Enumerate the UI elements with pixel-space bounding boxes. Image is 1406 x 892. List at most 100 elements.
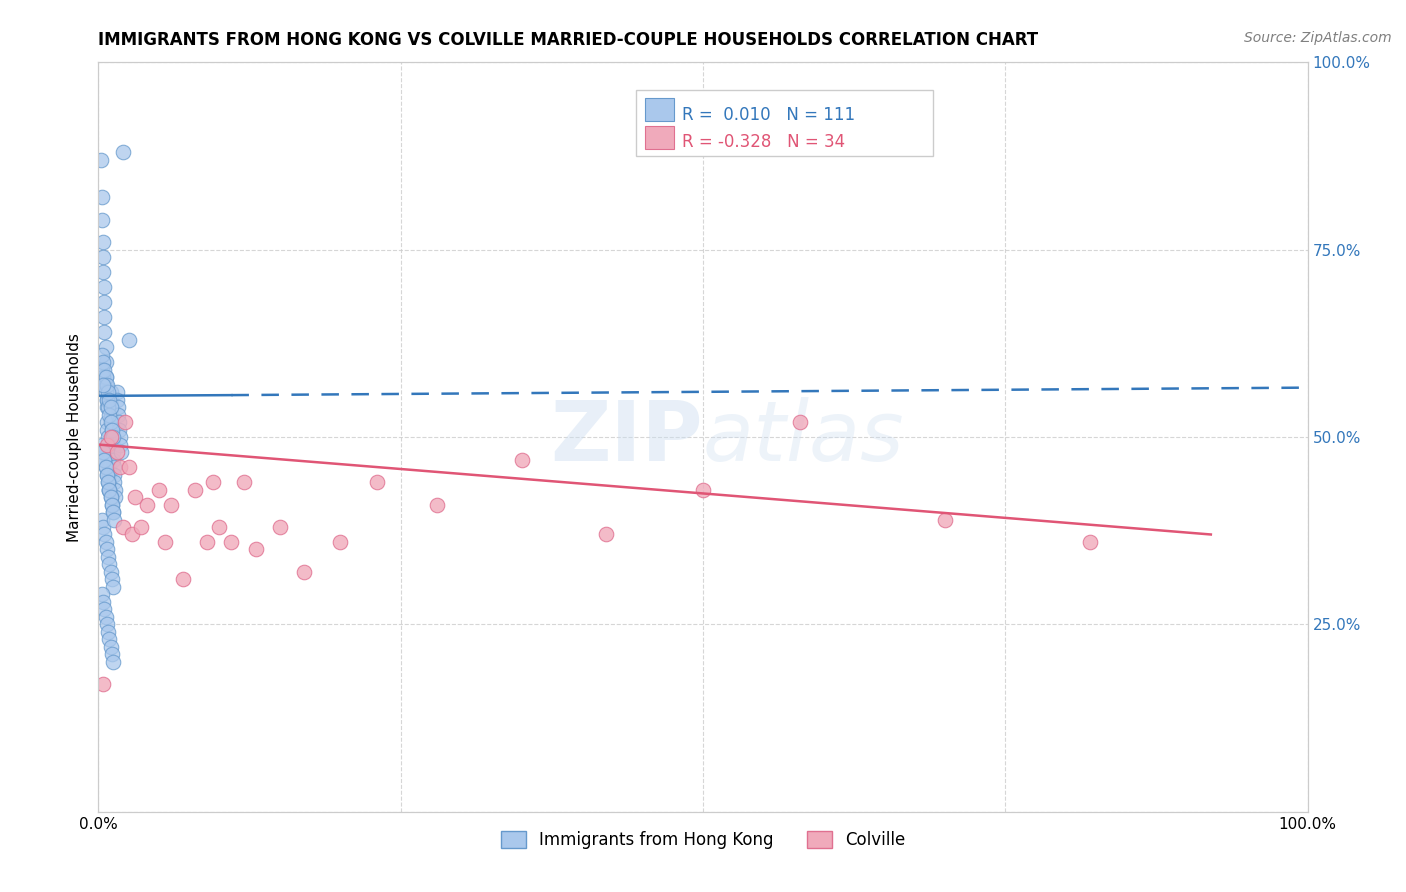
Point <box>195 535 218 549</box>
Point <box>108 423 131 437</box>
Point <box>105 385 128 400</box>
Point <box>91 445 114 459</box>
Point <box>93 295 115 310</box>
Point <box>91 377 114 392</box>
Point <box>107 400 129 414</box>
Point <box>96 467 118 482</box>
Point <box>101 430 124 444</box>
Point <box>121 527 143 541</box>
Point <box>91 370 114 384</box>
Point <box>93 377 115 392</box>
Point <box>104 483 127 497</box>
Point <box>97 430 120 444</box>
Point <box>221 535 243 549</box>
Point <box>97 549 120 564</box>
Point <box>91 190 114 204</box>
Point <box>97 400 120 414</box>
Point <box>108 437 131 451</box>
Point <box>160 498 183 512</box>
Point <box>184 483 207 497</box>
Point <box>96 467 118 482</box>
Point <box>96 400 118 414</box>
Point <box>90 153 112 167</box>
Point <box>96 415 118 429</box>
Y-axis label: Married-couple Households: Married-couple Households <box>67 333 83 541</box>
Point <box>172 573 194 587</box>
Point <box>98 392 121 407</box>
Point <box>100 400 122 414</box>
Point <box>148 483 170 497</box>
Point <box>94 370 117 384</box>
Text: R = -0.328   N = 34: R = -0.328 N = 34 <box>682 133 845 151</box>
FancyBboxPatch shape <box>645 127 673 149</box>
Point <box>100 648 122 662</box>
Point <box>94 340 117 354</box>
Point <box>100 400 122 414</box>
Point <box>100 490 122 504</box>
Point <box>108 415 131 429</box>
Point <box>100 430 122 444</box>
Point <box>98 483 121 497</box>
FancyBboxPatch shape <box>645 98 673 120</box>
Point <box>93 602 115 616</box>
Point <box>202 475 225 489</box>
Point <box>789 415 811 429</box>
Point <box>101 505 124 519</box>
Point <box>103 475 125 489</box>
Point <box>292 565 315 579</box>
Point <box>208 520 231 534</box>
Point <box>91 512 114 526</box>
Text: ZIP: ZIP <box>551 397 703 477</box>
Point <box>100 490 122 504</box>
Point <box>103 512 125 526</box>
Point <box>98 483 121 497</box>
Text: Source: ZipAtlas.com: Source: ZipAtlas.com <box>1244 31 1392 45</box>
Point <box>96 377 118 392</box>
Point <box>101 505 124 519</box>
Point <box>91 212 114 227</box>
Point <box>91 348 114 362</box>
Point <box>98 408 121 422</box>
Point <box>97 475 120 489</box>
Point <box>93 527 115 541</box>
Point <box>98 632 121 647</box>
Point <box>100 385 122 400</box>
Point <box>118 333 141 347</box>
Point <box>100 565 122 579</box>
Point <box>96 392 118 407</box>
Point <box>692 483 714 497</box>
Point <box>100 573 122 587</box>
Point <box>97 624 120 639</box>
Point <box>100 392 122 407</box>
Legend: Immigrants from Hong Kong, Colville: Immigrants from Hong Kong, Colville <box>494 824 912 855</box>
Point <box>98 475 121 489</box>
FancyBboxPatch shape <box>637 90 932 156</box>
Point <box>97 437 120 451</box>
Text: atlas: atlas <box>703 397 904 477</box>
Point <box>110 445 132 459</box>
Point <box>96 437 118 451</box>
Point <box>101 655 124 669</box>
Point <box>100 430 122 444</box>
Point <box>91 250 114 264</box>
Point <box>111 520 134 534</box>
Point <box>91 362 114 376</box>
Point <box>366 475 388 489</box>
Point <box>934 512 956 526</box>
Point <box>91 520 114 534</box>
Point <box>101 437 124 451</box>
Point <box>91 445 114 459</box>
Point <box>114 415 136 429</box>
Point <box>98 483 121 497</box>
Point <box>94 370 117 384</box>
Point <box>595 527 617 541</box>
Point <box>93 362 115 376</box>
Point <box>100 640 122 654</box>
Point <box>91 595 114 609</box>
Point <box>98 460 121 475</box>
Point <box>100 498 122 512</box>
Point <box>98 467 121 482</box>
Point <box>269 520 291 534</box>
Point <box>94 355 117 369</box>
Point <box>91 437 114 451</box>
